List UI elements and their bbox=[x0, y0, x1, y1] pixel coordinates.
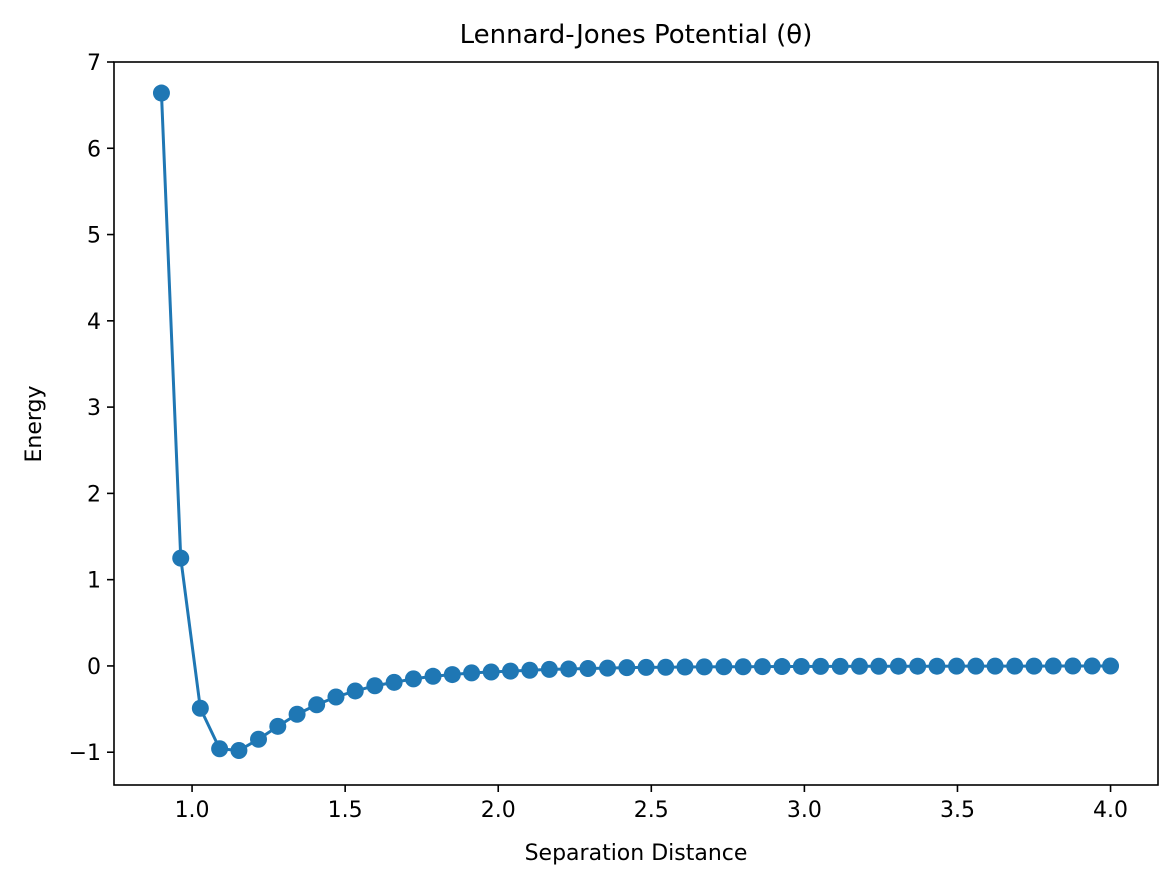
data-point bbox=[1006, 657, 1024, 675]
y-tick-label: 7 bbox=[87, 51, 101, 76]
data-point bbox=[579, 660, 597, 678]
data-point bbox=[385, 673, 403, 691]
chart-title: Lennard-Jones Potential (θ) bbox=[460, 20, 813, 50]
plot-area bbox=[152, 84, 1120, 759]
data-point bbox=[250, 730, 268, 748]
x-tick-label: 3.0 bbox=[787, 798, 822, 823]
data-point bbox=[967, 657, 985, 675]
y-tick-label: 0 bbox=[87, 655, 101, 680]
data-point bbox=[346, 682, 364, 700]
data-point bbox=[831, 657, 849, 675]
x-tick-label: 2.0 bbox=[481, 798, 516, 823]
data-point bbox=[657, 658, 675, 676]
data-point bbox=[734, 658, 752, 676]
data-point bbox=[288, 705, 306, 723]
data-point bbox=[501, 662, 519, 680]
x-tick-label: 4.0 bbox=[1093, 798, 1128, 823]
data-point bbox=[424, 667, 442, 685]
data-point bbox=[850, 657, 868, 675]
data-point bbox=[560, 660, 578, 678]
data-point bbox=[986, 657, 1004, 675]
data-point bbox=[521, 661, 539, 679]
y-tick-label: 6 bbox=[87, 137, 101, 162]
axes-frame bbox=[113, 61, 1159, 786]
data-point bbox=[269, 717, 287, 735]
y-tick-label: 2 bbox=[87, 482, 101, 507]
data-point bbox=[308, 696, 326, 714]
data-point bbox=[404, 670, 422, 688]
data-point bbox=[889, 657, 907, 675]
y-tick-label: 1 bbox=[87, 569, 101, 594]
x-tick-label: 1.0 bbox=[175, 798, 210, 823]
data-point bbox=[1064, 657, 1082, 675]
data-point bbox=[948, 657, 966, 675]
x-tick-label: 1.5 bbox=[328, 798, 363, 823]
x-axis-label: Separation Distance bbox=[525, 841, 748, 866]
y-tick-label: −1 bbox=[69, 741, 101, 766]
data-point bbox=[152, 84, 170, 102]
y-tick-label: 3 bbox=[87, 396, 101, 421]
data-point bbox=[482, 663, 500, 681]
y-axis-ticks: −1 0 1 2 3 4 5 6 7 bbox=[69, 51, 114, 766]
data-point bbox=[191, 699, 209, 717]
data-point bbox=[1083, 657, 1101, 675]
data-point bbox=[618, 659, 636, 677]
data-point bbox=[366, 677, 384, 695]
data-point bbox=[715, 658, 733, 676]
x-tick-label: 2.5 bbox=[634, 798, 669, 823]
data-point bbox=[676, 658, 694, 676]
data-point bbox=[230, 741, 248, 759]
data-point bbox=[909, 657, 927, 675]
data-point bbox=[753, 658, 771, 676]
data-point bbox=[211, 740, 229, 758]
data-point bbox=[172, 549, 190, 567]
data-point bbox=[637, 658, 655, 676]
data-point bbox=[1044, 657, 1062, 675]
data-point bbox=[792, 657, 810, 675]
data-point bbox=[1102, 657, 1120, 675]
data-point bbox=[463, 664, 481, 682]
y-tick-label: 5 bbox=[87, 224, 101, 249]
data-point bbox=[870, 657, 888, 675]
y-axis-label: Energy bbox=[22, 385, 47, 462]
data-point bbox=[599, 659, 617, 677]
y-tick-label: 4 bbox=[87, 310, 101, 335]
data-point bbox=[695, 658, 713, 676]
data-point bbox=[773, 658, 791, 676]
data-point bbox=[812, 657, 830, 675]
x-axis-ticks: 1.0 1.5 2.0 2.5 3.0 3.5 4.0 bbox=[175, 785, 1128, 823]
data-point bbox=[1025, 657, 1043, 675]
data-point bbox=[540, 660, 558, 678]
data-point bbox=[928, 657, 946, 675]
data-point bbox=[327, 688, 345, 706]
data-point bbox=[443, 666, 461, 684]
x-tick-label: 3.5 bbox=[940, 798, 975, 823]
